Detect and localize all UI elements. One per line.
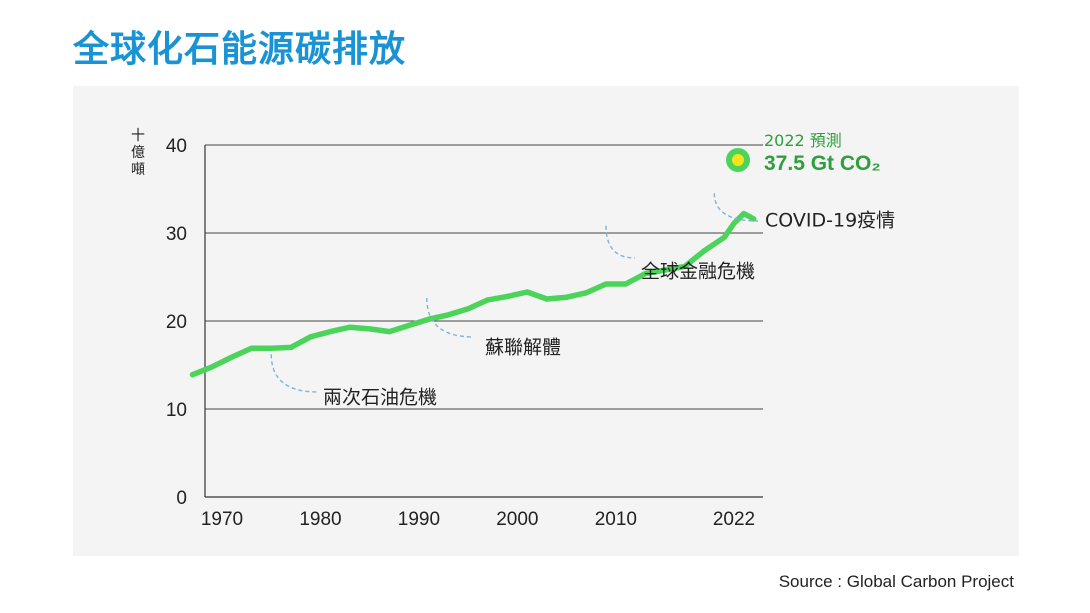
x-tick-label: 2022 [713,509,755,530]
y-tick-label: 20 [166,312,187,333]
data-point [189,372,196,378]
data-point [445,312,452,318]
data-point [288,344,294,350]
data-point [485,297,491,303]
data-point [268,345,274,351]
axis-layer [204,145,763,498]
x-tick-label: 2000 [496,509,538,530]
data-point [308,334,314,340]
data-point [583,290,589,296]
data-point [347,324,353,330]
x-tick-label: 1970 [201,509,243,530]
data-point [623,281,629,287]
data-point [632,276,639,282]
data-point [426,316,432,322]
data-point [731,220,737,226]
data-point [701,248,708,254]
x-tick-label: 1980 [299,509,341,530]
y-tick-label: 30 [166,224,187,245]
x-tick-label: 1990 [398,509,440,530]
data-point [465,306,471,312]
data-point [682,263,688,270]
data-point [564,294,570,300]
data-point [721,234,727,240]
highlight-marker-dot [732,154,744,166]
data-point [603,281,609,287]
data-point [386,328,392,335]
series-layer [189,210,757,378]
data-point [662,267,668,273]
tick-layer: 0 10 20 30 40 1970 1980 1990 2000 2010 2022 十億噸 [131,128,755,530]
highlight-value: 37.5 Gt CO₂ [764,152,881,175]
annotation-label: 兩次石油危機 [323,387,437,409]
x-tick-label: 2010 [595,509,637,530]
data-point [248,345,255,351]
data-point [229,354,235,360]
data-point [209,364,215,370]
series-line [189,210,757,378]
annotation-layer: 兩次石油危機 蘇聯解體 全球金融危機 COVID-19疫情 [270,193,895,409]
page-title: 全球化石能源碳排放 [73,29,407,70]
annotation-leader [605,225,636,259]
data-point [504,293,511,299]
annotation-leader [713,193,759,222]
data-point [741,211,747,217]
annotation-label: 蘇聯解體 [485,337,561,359]
highlight-label: 2022 預測 [764,131,842,150]
grid-layer [205,144,763,410]
annotation-label: COVID-19疫情 [765,210,895,232]
data-point [367,326,373,332]
y-axis-label: 十億噸 [131,128,145,178]
data-point [544,296,550,302]
data-point [642,270,648,277]
data-point [327,328,333,335]
source-note: Source : Global Carbon Project [778,572,1014,591]
y-tick-label: 10 [166,400,187,421]
highlight-layer: 2022 預測 37.5 Gt CO₂ [726,131,881,175]
annotation-leader [270,354,319,393]
y-tick-label: 0 [176,488,187,509]
data-point [406,322,412,328]
data-point [524,289,530,295]
annotation-label: 全球金融危機 [641,261,755,283]
y-tick-label: 40 [166,136,187,157]
